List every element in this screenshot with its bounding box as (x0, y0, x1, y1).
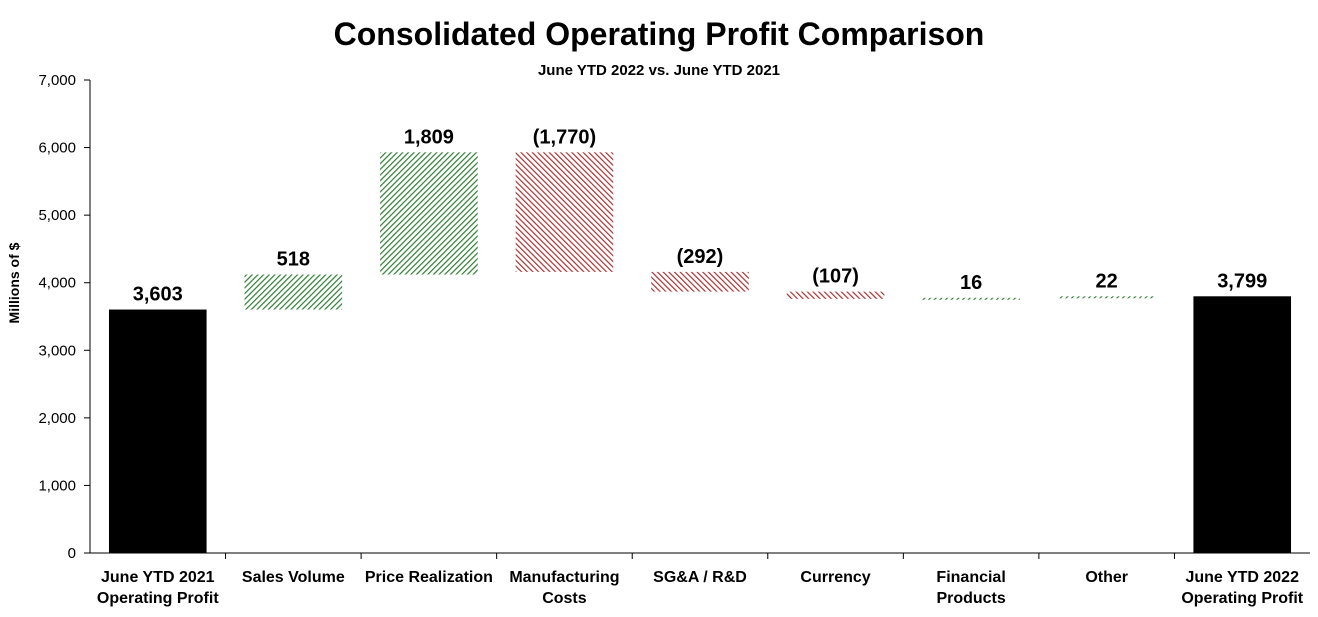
chart-title: Consolidated Operating Profit Comparison (334, 16, 985, 52)
y-tick-label: 2,000 (38, 410, 76, 427)
category-label: Manufacturing (509, 569, 619, 586)
decrease-bar (651, 271, 749, 292)
y-tick-label: 0 (68, 545, 76, 562)
category-label: Financial (936, 569, 1005, 586)
total-bar (1193, 296, 1292, 553)
y-axis-label: Millions of $ (6, 242, 22, 323)
y-tick-label: 3,000 (38, 342, 76, 359)
data-label: 1,809 (404, 126, 454, 148)
category-label: Sales Volume (242, 569, 345, 586)
category-labels-group: June YTD 2021 Operating Profit Sales Volum… (97, 569, 1304, 607)
chart-subtitle: June YTD 2022 vs. June YTD 2021 (538, 62, 780, 79)
y-axis-ticks: 0 1,000 2,000 3,000 4,000 5,000 6,000 7,000 (38, 72, 90, 562)
data-label: 518 (277, 249, 310, 271)
data-label: 3,603 (133, 284, 183, 306)
y-tick-label: 6,000 (38, 140, 76, 157)
increase-bar (244, 274, 343, 310)
data-label: 22 (1096, 270, 1118, 292)
data-labels-group: 3,603 518 1,809 (1,770) (292) (107) 16 22 3,799 (133, 126, 1268, 305)
increase-bar (1057, 296, 1156, 299)
y-tick-label: 5,000 (38, 207, 76, 224)
increase-bar (922, 297, 1020, 300)
data-label: 16 (960, 272, 982, 294)
category-label: Operating Profit (1181, 590, 1303, 607)
category-label: June YTD 2022 (1185, 569, 1299, 586)
category-label: Price Realization (365, 569, 493, 586)
category-label: SG&A / R&D (653, 569, 747, 586)
category-label: Products (936, 590, 1005, 607)
y-tick-label: 1,000 (38, 477, 76, 494)
data-label: (107) (812, 266, 859, 288)
data-label: (1,770) (533, 126, 596, 148)
category-label: June YTD 2021 (101, 569, 215, 586)
category-label: Costs (542, 590, 587, 607)
decrease-bar (515, 152, 614, 272)
data-label: (292) (677, 246, 724, 268)
category-label: Other (1085, 569, 1128, 586)
decrease-bar (786, 291, 885, 299)
total-bar (108, 309, 207, 553)
category-label: Currency (800, 569, 870, 586)
data-label: 3,799 (1217, 270, 1267, 292)
increase-bar (380, 152, 478, 275)
bars-group (108, 152, 1292, 553)
x-axis-ticks (225, 553, 1175, 559)
y-tick-label: 4,000 (38, 275, 76, 292)
category-label: Operating Profit (97, 590, 219, 607)
y-tick-label: 7,000 (38, 72, 76, 89)
